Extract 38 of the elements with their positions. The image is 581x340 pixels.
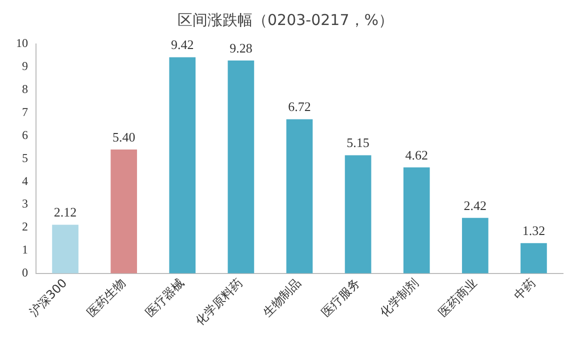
x-tick-label: 化学原料药 xyxy=(192,276,246,328)
data-label: 9.28 xyxy=(230,40,252,56)
x-tick-label: 化学制剂 xyxy=(377,276,421,320)
bar xyxy=(169,57,196,274)
bar xyxy=(52,224,78,274)
y-tick-label: 8 xyxy=(22,82,28,96)
data-label: 2.42 xyxy=(464,198,487,213)
data-label: 5.40 xyxy=(112,129,136,144)
y-tick-label: 1 xyxy=(22,242,28,257)
data-label: 6.72 xyxy=(288,99,311,114)
bar xyxy=(403,167,430,274)
bar xyxy=(286,119,313,274)
y-tick-label: 3 xyxy=(22,196,28,211)
y-tick-label: 6 xyxy=(22,128,28,142)
bar xyxy=(462,218,488,274)
x-tick-label: 医药生物 xyxy=(84,276,128,320)
y-tick-label: 2 xyxy=(22,220,28,234)
x-tick-label: 医疗器械 xyxy=(142,276,187,320)
data-label: 2.12 xyxy=(54,204,77,220)
bar xyxy=(228,60,254,274)
y-tick-label: 0 xyxy=(22,266,28,280)
bar xyxy=(520,243,547,274)
x-tick-label: 医疗服务 xyxy=(318,276,362,320)
bar xyxy=(110,150,138,274)
y-tick-label: 10 xyxy=(16,36,28,50)
x-tick-label: 生物制品 xyxy=(260,276,304,320)
y-tick-label: 9 xyxy=(22,59,28,74)
data-label: 4.62 xyxy=(405,147,428,162)
y-tick-label: 4 xyxy=(22,174,28,188)
data-label: 5.15 xyxy=(346,135,370,150)
chart-title: 区间涨跌幅（0203-0217，%） xyxy=(177,10,394,29)
y-tick-label: 7 xyxy=(22,104,28,119)
y-tick-label: 5 xyxy=(22,150,28,165)
x-tick-label: 医药商业 xyxy=(436,276,480,320)
data-label: 1.32 xyxy=(522,223,546,238)
bar xyxy=(344,155,372,274)
data-label: 9.42 xyxy=(171,37,194,52)
x-tick-label: 中药 xyxy=(511,276,538,303)
